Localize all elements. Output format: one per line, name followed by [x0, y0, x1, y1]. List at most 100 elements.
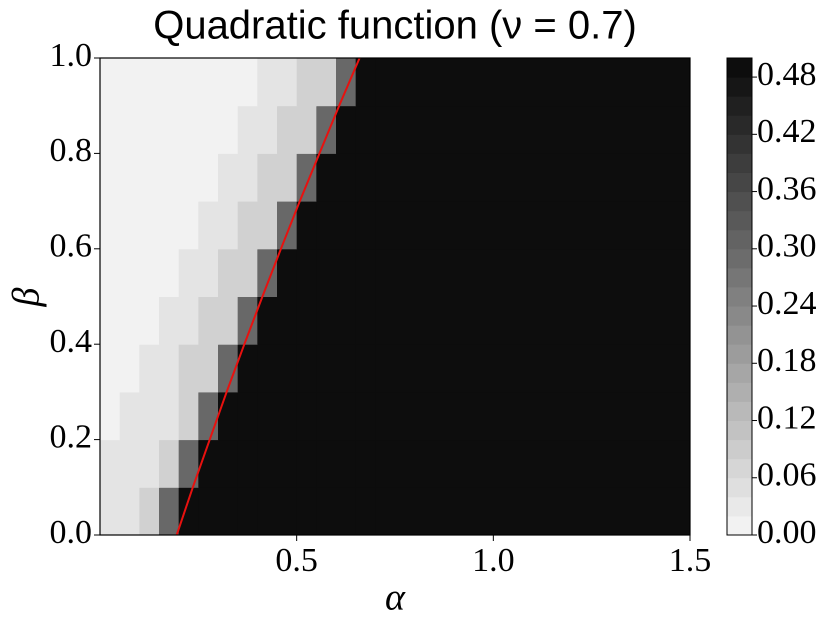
- contour-cell: [100, 487, 121, 536]
- contour-cell: [395, 296, 691, 345]
- x-tick-label: 1.5: [669, 542, 712, 579]
- colorbar-tick-label: 0.18: [757, 342, 817, 379]
- colorbar-band: [727, 115, 752, 135]
- contour-cell: [178, 487, 199, 536]
- contour-cell: [198, 391, 219, 441]
- contour-cell: [316, 248, 337, 297]
- contour-cell: [218, 248, 239, 297]
- contour-cell: [139, 344, 160, 393]
- contour-cell: [355, 487, 376, 536]
- contour-cell: [218, 105, 239, 154]
- y-tick-label: 1.0: [50, 37, 93, 74]
- contour-cell: [198, 58, 219, 107]
- colorbar-band: [727, 248, 752, 269]
- contour-cell: [395, 105, 691, 154]
- contour-cell: [139, 487, 160, 536]
- contour-cell: [277, 296, 298, 345]
- contour-cell: [277, 487, 298, 536]
- colorbar-band: [727, 344, 752, 364]
- contour-cell: [218, 153, 239, 202]
- contour-cell: [375, 201, 396, 250]
- contour-cell: [159, 153, 180, 202]
- contour-cell: [375, 391, 396, 441]
- contour-cell: [375, 105, 396, 154]
- contour-cell: [257, 153, 278, 202]
- contour-cell: [277, 439, 298, 488]
- contour-cell: [198, 153, 219, 202]
- contour-cell: [198, 487, 219, 536]
- colorbar-tick-label: 0.36: [757, 170, 817, 207]
- contour-cell: [355, 344, 376, 393]
- contour-cell: [178, 105, 199, 154]
- colorbar-band: [727, 496, 752, 517]
- x-axis-label: α: [385, 577, 406, 619]
- contour-cell: [296, 105, 317, 154]
- contour-cell: [355, 248, 376, 297]
- contour-cell: [395, 201, 691, 250]
- contour-cell: [395, 344, 691, 393]
- colorbar-band: [727, 325, 752, 345]
- contour-cell: [237, 105, 258, 154]
- contour-cell: [316, 344, 337, 393]
- contour-cell: [119, 58, 140, 107]
- contour-cell: [119, 487, 140, 536]
- contour-cell: [178, 58, 199, 107]
- colorbar-band: [727, 267, 752, 288]
- contour-cell: [237, 344, 258, 393]
- contour-cell: [316, 105, 337, 154]
- contour-cell: [198, 248, 219, 297]
- contour-cell: [336, 248, 357, 297]
- colorbar-tick-label: 0.24: [757, 285, 817, 322]
- contour-cell: [139, 58, 160, 107]
- contour-cell: [218, 296, 239, 345]
- contour-cell: [100, 391, 121, 441]
- y-axis-label: β: [6, 287, 48, 307]
- contour-cell: [257, 439, 278, 488]
- contour-cell: [336, 487, 357, 536]
- contour-cell: [237, 201, 258, 250]
- contour-cell: [375, 248, 396, 297]
- contour-cell: [316, 201, 337, 250]
- contour-cell: [395, 58, 691, 107]
- contour-cell: [355, 391, 376, 441]
- colorbar-band: [727, 229, 752, 250]
- contour-cell: [296, 439, 317, 488]
- contour-cell: [139, 296, 160, 345]
- contour-cell: [237, 487, 258, 536]
- contour-cell: [316, 391, 337, 441]
- contour-cell: [100, 58, 121, 107]
- colorbar-band: [727, 382, 752, 402]
- contour-cell: [277, 105, 298, 154]
- contour-cell: [100, 344, 121, 393]
- contour-cell: [336, 344, 357, 393]
- contour-cell: [296, 58, 317, 107]
- colorbar-band: [727, 286, 752, 307]
- contour-cell: [395, 248, 691, 297]
- contour-cell: [316, 153, 337, 202]
- contour-cell: [159, 105, 180, 154]
- contour-cell: [355, 296, 376, 345]
- contour-cell: [237, 439, 258, 488]
- contour-cell: [119, 201, 140, 250]
- colorbar-tick-label: 0.42: [757, 113, 817, 150]
- contour-cell: [119, 391, 140, 441]
- x-tick-label: 1.0: [472, 542, 515, 579]
- contour-cell: [159, 439, 180, 488]
- contour-cell: [119, 296, 140, 345]
- colorbar-band: [727, 306, 752, 326]
- contour-cell: [257, 296, 278, 345]
- contour-cell: [178, 296, 199, 345]
- colorbar-band: [727, 458, 752, 479]
- contour-cell: [316, 58, 337, 107]
- contour-cell: [159, 391, 180, 441]
- colorbar-band: [727, 439, 752, 460]
- contour-cell: [277, 153, 298, 202]
- contour-cell: [198, 105, 219, 154]
- contour-cell: [139, 153, 160, 202]
- colorbar-band: [727, 210, 752, 231]
- contour-cell: [237, 58, 258, 107]
- colorbar-band: [727, 477, 752, 498]
- contour-cell: [355, 58, 376, 107]
- contour-cell: [100, 153, 121, 202]
